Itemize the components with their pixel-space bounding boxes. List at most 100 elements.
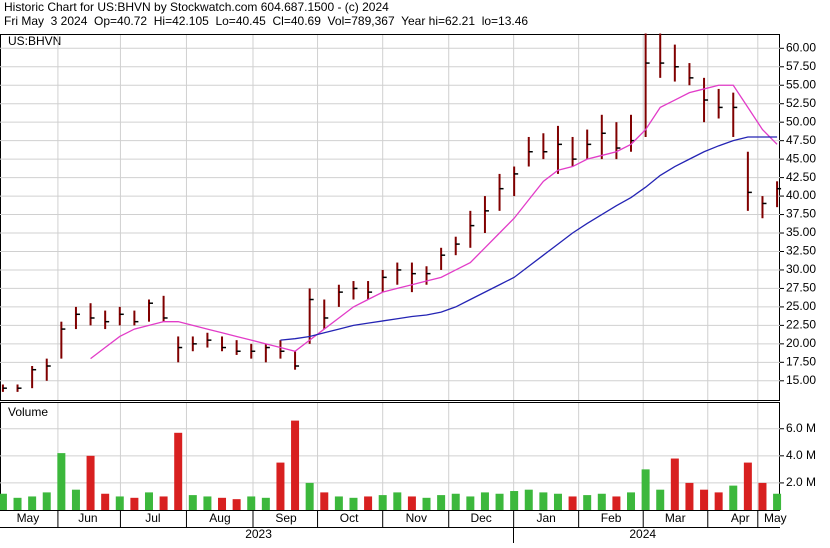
volume-bar [144,492,153,510]
x-tick-label: Dec [470,511,491,525]
x-tick-label: Jan [536,511,555,525]
volume-bar [218,497,227,510]
volume-bar [28,496,37,510]
y-tick-label: 2.0 M [786,475,816,489]
volume-frame [0,402,780,511]
volume-bar [378,495,387,510]
y-tick-label: 57.50 [786,59,816,73]
volume-bar [42,492,51,510]
volume-bar [714,492,723,510]
volume-bar [261,497,270,510]
volume-bar [641,469,650,510]
y-tick-label: 6.0 M [786,421,816,435]
volume-bar [480,492,489,510]
volume-bar [466,496,475,510]
volume-bar [758,482,767,510]
x-tick-label: Feb [601,511,622,525]
volume-bar [188,495,197,510]
y-tick-label: 32.50 [786,244,816,258]
year-label: 2024 [629,527,656,541]
x-tick-label: Nov [406,511,427,525]
year-label: 2023 [245,527,272,541]
volume-bar [670,458,679,510]
y-tick-label: 20.00 [786,336,816,350]
volume-bar [553,493,562,510]
volume-bar [101,493,110,510]
y-tick-label: 47.50 [786,133,816,147]
volume-bar [597,493,606,510]
volume-bar [276,462,285,510]
volume-bar [57,453,66,510]
volume-bar [524,489,533,510]
volume-bar [539,492,548,510]
volume-bar [451,493,460,510]
y-tick-label: 42.50 [786,170,816,184]
volume-bar [71,489,80,510]
volume-bar [568,496,577,510]
volume-bar [743,462,752,510]
volume-bar [291,420,300,510]
volume-bar [583,495,592,510]
volume-bar [232,499,241,510]
volume-bar [159,496,168,510]
volume-bar [685,482,694,510]
y-tick-label: 4.0 M [786,448,816,462]
volume-bar [349,497,358,510]
volume-bar [729,485,738,510]
x-tick-label: Apr [731,511,750,525]
volume-bar [13,497,22,510]
y-tick-label: 27.50 [786,281,816,295]
x-tick-label: Jul [145,511,160,525]
header-quote: Fri May 3 2024 Op=40.72 Hi=42.105 Lo=40.… [4,14,528,28]
volume-bar [0,493,7,510]
x-tick-label: Aug [209,511,230,525]
volume-bar [773,493,782,510]
y-tick-label: 50.00 [786,114,816,128]
x-tick-label: Sep [275,511,297,525]
volume-bar [203,496,212,510]
volume-bar [510,491,519,510]
volume-bar [627,492,636,510]
volume-bar [612,496,621,510]
y-tick-label: 52.50 [786,96,816,110]
y-tick-label: 40.00 [786,188,816,202]
y-tick-label: 22.50 [786,318,816,332]
volume-bar [320,492,329,510]
y-tick-label: 15.00 [786,373,816,387]
volume-bar [174,432,183,510]
symbol-label: US:BHVN [8,34,61,48]
x-tick-label: Jun [78,511,97,525]
moving-average [280,136,778,341]
x-tick-label: Oct [340,511,359,525]
volume-bar [393,492,402,510]
volume-bar [130,497,139,510]
y-tick-label: 17.50 [786,354,816,368]
y-tick-label: 35.00 [786,225,816,239]
volume-bar [247,496,256,510]
volume-bar [334,496,343,510]
volume-bar [86,455,95,510]
moving-average [90,84,778,360]
x-tick-label: May [17,511,40,525]
volume-bar [115,496,124,510]
volume-label: Volume [8,405,48,419]
y-tick-label: 55.00 [786,77,816,91]
x-tick-label: May [764,511,787,525]
price-frame [0,34,780,401]
volume-bar [305,482,314,510]
volume-bar [700,489,709,510]
volume-bar [364,496,373,510]
header-title: Historic Chart for US:BHVN by Stockwatch… [4,0,389,14]
y-tick-label: 25.00 [786,299,816,313]
volume-bar [437,495,446,510]
volume-bar [495,493,504,510]
volume-bar [422,497,431,510]
volume-bar [407,496,416,510]
x-tick-label: Mar [665,511,686,525]
volume-bar [656,489,665,510]
y-tick-label: 60.00 [786,40,816,54]
y-tick-label: 45.00 [786,151,816,165]
y-tick-label: 37.50 [786,207,816,221]
y-tick-label: 30.00 [786,262,816,276]
